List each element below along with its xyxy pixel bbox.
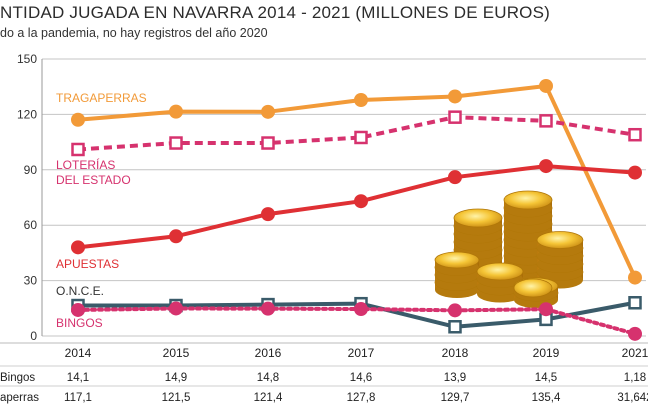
table-cell: 14,9 [165, 372, 187, 384]
table-cell: 14,5 [535, 372, 557, 384]
series-label: TRAGAPERRAS [56, 91, 147, 105]
table-cell: 1,18 [624, 372, 646, 384]
table-cell: 31,642 [617, 392, 648, 404]
coin-face [453, 208, 503, 228]
data-point [448, 110, 462, 124]
x-tick-label: 2019 [533, 346, 560, 360]
data-point [354, 194, 368, 209]
table-cell: 121,4 [254, 392, 283, 404]
y-tick-label: 30 [24, 274, 38, 288]
data-point [354, 130, 368, 145]
coin-face [513, 278, 553, 298]
data-point [71, 142, 85, 157]
y-tick-label: 120 [17, 107, 37, 121]
coin-stacks-icon [434, 190, 584, 308]
y-tick-label: 90 [24, 163, 38, 177]
data-point [169, 301, 183, 316]
data-point [628, 127, 642, 142]
data-point [628, 326, 642, 341]
table-cell: 14,6 [350, 372, 372, 384]
series-group [71, 78, 642, 341]
x-tick-label: 2017 [348, 346, 375, 360]
coin-face [536, 231, 584, 249]
data-point [261, 301, 275, 316]
data-point [628, 296, 642, 310]
table-cell: 135,4 [532, 392, 561, 404]
data-point [71, 302, 85, 317]
x-tick-label: 2018 [442, 346, 469, 360]
data-point [261, 104, 275, 119]
data-point [261, 207, 275, 222]
data-point [448, 170, 462, 185]
table-cell: 127,8 [347, 392, 376, 404]
data-point [448, 89, 462, 104]
series-label: O.N.C.E. [56, 284, 104, 298]
y-tick-label: 0 [30, 329, 37, 343]
table-cell: 14,1 [67, 372, 89, 384]
data-point [71, 240, 85, 255]
data-point [71, 112, 85, 127]
coin-face [434, 251, 480, 269]
series-label: LOTERÍAS [56, 157, 115, 172]
series-label: DEL ESTADO [56, 173, 131, 187]
data-point [539, 78, 553, 93]
table-row-label: aperras [0, 392, 39, 404]
series-label: BINGOS [56, 316, 103, 330]
table-cell: 117,1 [64, 392, 92, 404]
x-axis: 2014 2015 2016 2017 2018 2019 2021 [0, 342, 648, 360]
table-cell: 13,9 [444, 372, 466, 384]
data-point [169, 136, 183, 150]
data-point [539, 302, 553, 317]
x-tick-label: 2021 [622, 346, 648, 360]
table-cell: 14,8 [257, 372, 279, 384]
data-point [539, 114, 553, 128]
data-point [448, 303, 462, 318]
table-row-label: Bingos [0, 372, 35, 384]
x-tick-label: 2014 [65, 346, 92, 360]
data-point [169, 104, 183, 119]
x-tick-label: 2016 [255, 346, 282, 360]
y-tick-label: 150 [17, 52, 37, 66]
data-point [539, 159, 553, 174]
data-table: Bingos 14,1 14,9 14,8 14,6 13,9 14,5 1,18 aperra… [0, 365, 648, 404]
y-tick-label: 60 [24, 218, 38, 232]
data-point [354, 92, 368, 107]
coin-face [476, 262, 524, 281]
data-point [261, 136, 275, 150]
data-point [448, 320, 462, 334]
data-point [628, 270, 642, 285]
chart-title: NTIDAD JUGADA EN NAVARRA 2014 - 2021 (MI… [0, 3, 551, 22]
chart-subtitle: do a la pandemia, no hay registros del a… [0, 26, 268, 40]
data-point [628, 165, 642, 180]
coin-face [503, 190, 553, 210]
data-point [354, 302, 368, 317]
x-tick-label: 2015 [163, 346, 190, 360]
series-label: APUESTAS [56, 257, 119, 271]
y-axis: 150 120 90 60 30 0 [17, 52, 43, 343]
table-cell: 121,5 [162, 392, 191, 404]
data-point [169, 229, 183, 244]
table-cell: 129,7 [441, 392, 470, 404]
